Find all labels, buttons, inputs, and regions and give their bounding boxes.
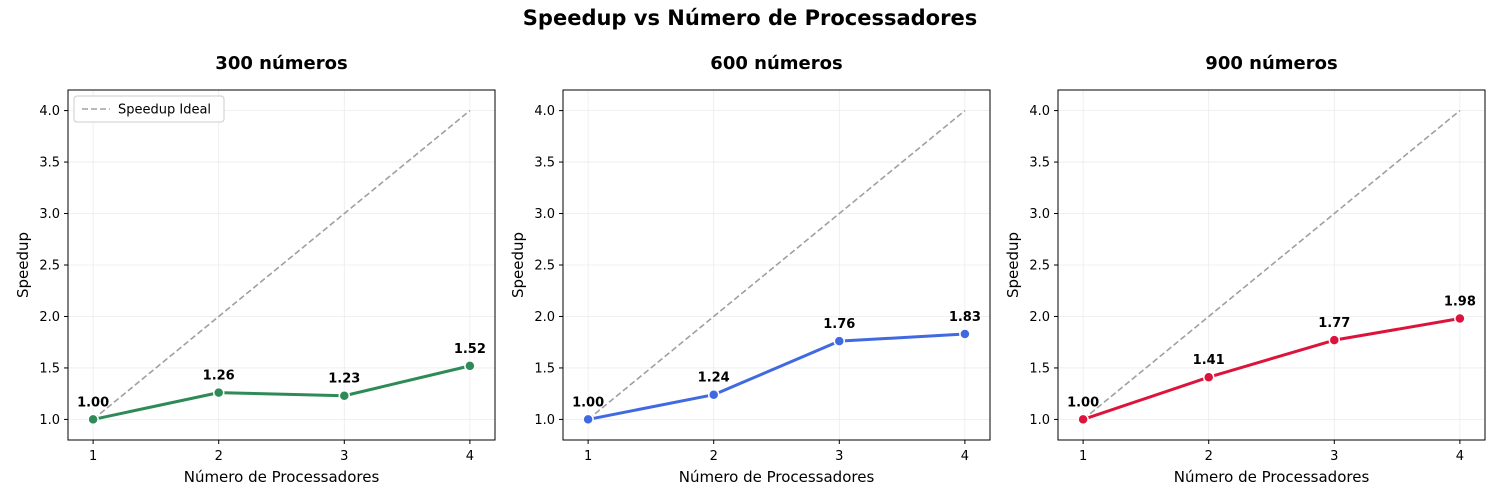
data-label: 1.76 — [823, 317, 855, 332]
y-tick-label: 3.5 — [1029, 156, 1050, 171]
y-axis-label: Speedup — [509, 232, 527, 298]
y-tick-label: 4.0 — [534, 104, 555, 119]
speedup-line — [587, 332, 965, 421]
data-label: 1.98 — [1444, 295, 1476, 310]
y-tick-label: 1.0 — [39, 413, 60, 428]
ideal-speedup-line — [1082, 109, 1461, 421]
data-point — [707, 388, 720, 401]
data-point — [1077, 413, 1089, 426]
data-label: 1.83 — [949, 310, 981, 325]
data-point — [87, 413, 99, 426]
data-point — [464, 360, 476, 372]
y-tick-label: 2.0 — [1029, 310, 1050, 325]
y-tick-label: 3.5 — [534, 156, 555, 171]
data-point — [338, 389, 351, 402]
ideal-speedup-line — [587, 109, 966, 421]
data-point — [582, 413, 594, 426]
x-tick-label: 3 — [1330, 449, 1338, 464]
x-axis-label: Número de Processadores — [1174, 468, 1370, 486]
y-axis-label: Speedup — [14, 232, 32, 298]
data-label: 1.24 — [698, 371, 730, 386]
x-tick-label: 1 — [584, 449, 592, 464]
data-point — [1202, 371, 1215, 383]
x-tick-label: 2 — [1205, 449, 1213, 464]
x-tick-label: 3 — [835, 449, 843, 464]
data-label: 1.41 — [1193, 353, 1225, 368]
y-tick-label: 1.0 — [534, 413, 555, 428]
data-label: 1.00 — [77, 395, 109, 410]
y-tick-label: 3.0 — [1029, 207, 1050, 222]
x-tick-label: 1 — [89, 449, 97, 464]
data-point — [1454, 312, 1466, 325]
x-tick-label: 4 — [1456, 449, 1464, 464]
x-tick-label: 4 — [961, 449, 969, 464]
speedup-line — [92, 364, 471, 421]
y-tick-label: 4.0 — [39, 104, 60, 119]
data-point — [959, 328, 971, 340]
data-label: 1.52 — [454, 342, 486, 357]
y-tick-label: 1.5 — [534, 361, 555, 376]
legend: Speedup Ideal — [73, 95, 225, 123]
data-point — [833, 335, 846, 347]
y-tick-label: 1.0 — [1029, 413, 1050, 428]
y-tick-label: 2.5 — [1029, 259, 1050, 274]
data-label: 1.00 — [572, 395, 604, 410]
y-tick-label: 1.5 — [39, 361, 60, 376]
y-tick-label: 3.0 — [39, 207, 60, 222]
y-tick-label: 2.5 — [534, 259, 555, 274]
x-axis-label: Número de Processadores — [679, 468, 875, 486]
x-tick-label: 2 — [710, 449, 718, 464]
x-tick-label: 2 — [215, 449, 223, 464]
y-axis-label: Speedup — [1004, 232, 1022, 298]
subplot-title: 600 números — [710, 53, 842, 74]
subplot-3: 1.00 1.41 1.77 1.98 1 2 3 4 1.0 1.5 2.0 2.5 3.0 3.5 4.… — [1004, 53, 1486, 486]
y-tick-label: 2.0 — [39, 310, 60, 325]
subplot-1: 1.00 1.26 1.23 1.52 1 2 3 4 1.0 1.5 2.0 2.5 3.0 3.5 4.… — [14, 53, 496, 486]
legend-entry: Speedup Ideal — [118, 103, 211, 118]
ideal-speedup-line — [92, 109, 471, 421]
x-tick-label: 4 — [466, 449, 474, 464]
x-tick-label: 1 — [1079, 449, 1087, 464]
x-tick-label: 3 — [340, 449, 348, 464]
figure-title: Speedup vs Número de Processadores — [522, 6, 978, 30]
legend-box — [73, 95, 225, 123]
subplot-title: 300 números — [215, 53, 347, 74]
speedup-line — [1082, 317, 1461, 421]
data-label: 1.23 — [328, 372, 360, 387]
subplot-title: 900 números — [1205, 53, 1337, 74]
data-point — [212, 386, 225, 399]
data-label: 1.77 — [1318, 316, 1350, 331]
subplot-2: 1.00 1.24 1.76 1.83 1 2 3 4 1.0 1.5 2.0 2.5 3.0 3.5 4.… — [509, 53, 991, 486]
data-label: 1.00 — [1067, 395, 1099, 410]
y-tick-label: 2.0 — [534, 310, 555, 325]
data-point — [1328, 334, 1341, 346]
y-tick-label: 1.5 — [1029, 361, 1050, 376]
y-tick-label: 2.5 — [39, 259, 60, 274]
x-axis-label: Número de Processadores — [184, 468, 380, 486]
data-label: 1.26 — [203, 369, 235, 384]
y-tick-label: 4.0 — [1029, 104, 1050, 119]
y-tick-label: 3.5 — [39, 156, 60, 171]
y-tick-label: 3.0 — [534, 207, 555, 222]
